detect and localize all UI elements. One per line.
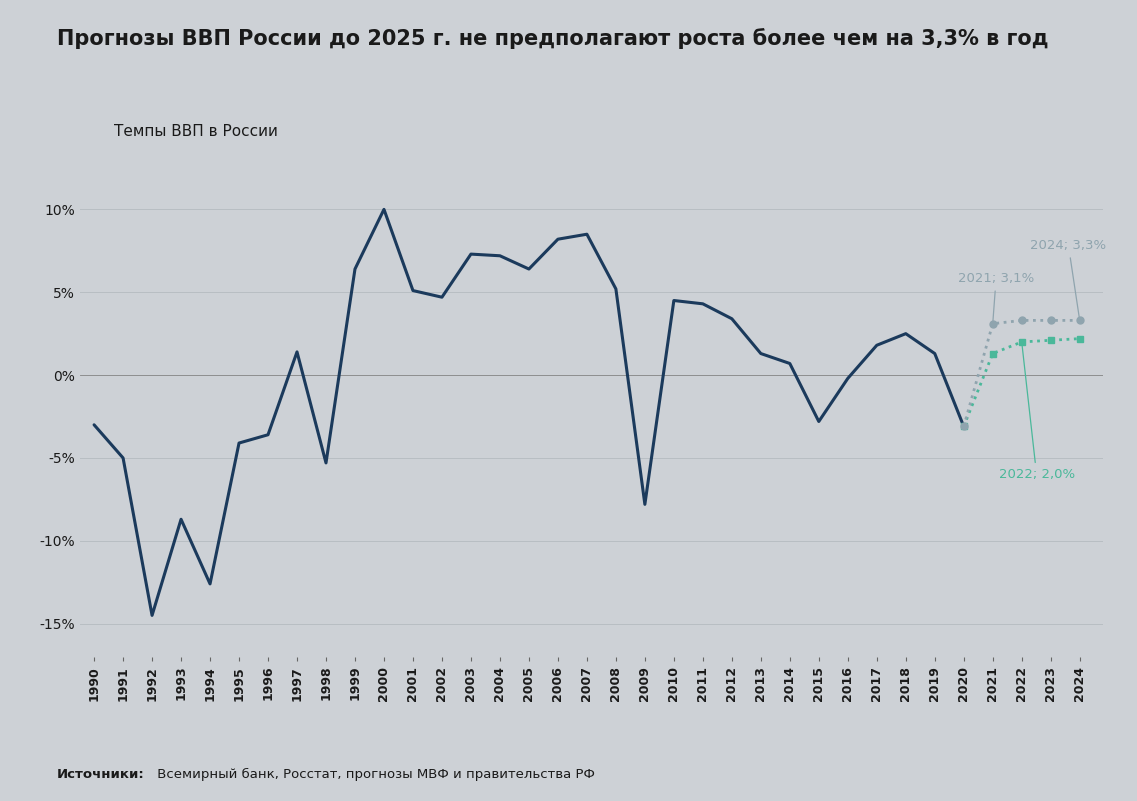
Text: Всемирный банк, Росстат, прогнозы МВФ и правительства РФ: Всемирный банк, Росстат, прогнозы МВФ и … xyxy=(153,768,596,781)
Text: Источники:: Источники: xyxy=(57,768,144,781)
Text: Прогнозы ВВП России до 2025 г. не предполагают роста более чем на 3,3% в год: Прогнозы ВВП России до 2025 г. не предпо… xyxy=(57,28,1048,49)
Text: 2024; 3,3%: 2024; 3,3% xyxy=(1030,239,1106,318)
Text: 2021; 3,1%: 2021; 3,1% xyxy=(958,272,1035,321)
Text: Темпы ВВП в России: Темпы ВВП в России xyxy=(114,124,277,139)
Text: 2022; 2,0%: 2022; 2,0% xyxy=(998,344,1074,481)
